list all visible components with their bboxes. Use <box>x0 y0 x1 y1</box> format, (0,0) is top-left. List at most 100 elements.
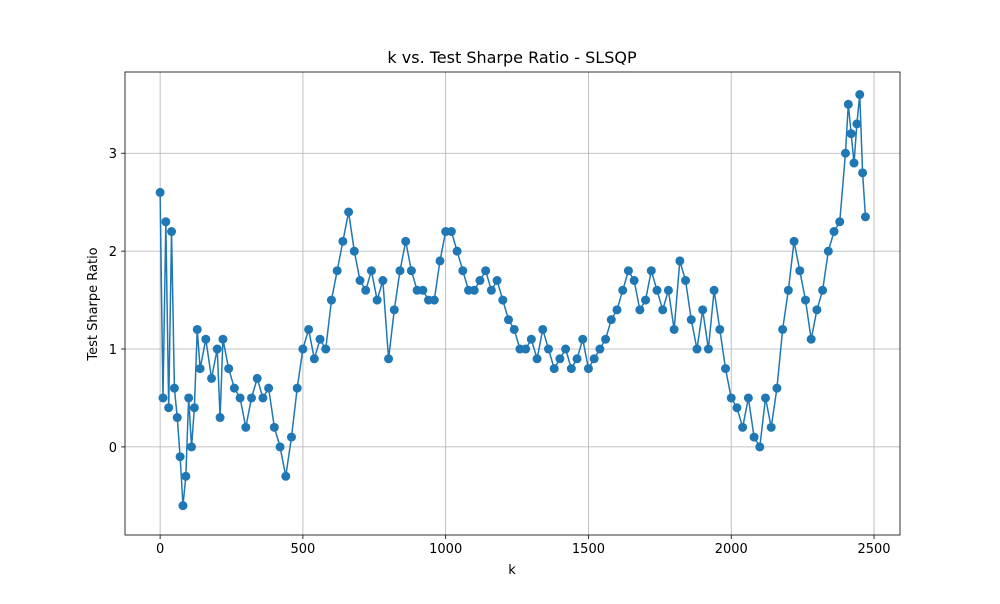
data-point <box>641 295 651 305</box>
data-point <box>218 334 228 344</box>
data-point <box>418 285 428 295</box>
data-point <box>332 266 342 276</box>
data-point <box>743 393 753 403</box>
chart-title: k vs. Test Sharpe Ratio - SLSQP <box>387 48 637 67</box>
data-point <box>184 393 194 403</box>
data-point <box>366 266 376 276</box>
data-point <box>681 275 691 285</box>
data-point <box>860 212 870 222</box>
data-point <box>686 315 696 325</box>
data-point <box>406 266 416 276</box>
data-point <box>304 324 314 334</box>
data-point <box>344 207 354 217</box>
data-point <box>161 217 171 227</box>
data-point <box>355 275 365 285</box>
plot-frame <box>124 71 901 536</box>
data-point <box>663 285 673 295</box>
data-point <box>192 324 202 334</box>
data-point <box>446 227 456 237</box>
data-point <box>349 246 359 256</box>
data-point <box>823 246 833 256</box>
y-axis-label: Test Sharpe Ratio <box>86 247 101 361</box>
x-tick-label: 0 <box>156 542 164 557</box>
data-point <box>843 99 853 109</box>
data-point <box>469 285 479 295</box>
data-point <box>229 383 239 393</box>
data-point <box>481 266 491 276</box>
data-point <box>589 354 599 364</box>
data-point <box>675 256 685 266</box>
data-point <box>224 364 234 374</box>
data-point <box>252 373 262 383</box>
data-line <box>159 94 867 506</box>
data-point <box>812 305 822 315</box>
data-point <box>783 285 793 295</box>
y-tick-label: 3 <box>109 147 117 162</box>
data-point <box>189 403 199 413</box>
data-point <box>583 364 593 374</box>
data-point <box>207 373 217 383</box>
data-point <box>264 383 274 393</box>
data-point <box>715 324 725 334</box>
data-point <box>181 471 191 481</box>
data-point <box>389 305 399 315</box>
x-tick-label: 2000 <box>715 542 748 557</box>
data-point <box>178 501 188 511</box>
data-point <box>326 295 336 305</box>
data-point <box>175 452 185 462</box>
data-point <box>800 295 810 305</box>
data-point <box>561 344 571 354</box>
data-point <box>298 344 308 354</box>
data-point <box>709 285 719 295</box>
data-point <box>692 344 702 354</box>
data-point <box>475 275 485 285</box>
data-point <box>635 305 645 315</box>
data-point <box>618 285 628 295</box>
x-tick-label: 1000 <box>429 542 462 557</box>
data-point <box>215 413 225 423</box>
data-point <box>286 432 296 442</box>
y-tick-label: 0 <box>109 441 117 456</box>
data-point <box>372 295 382 305</box>
data-point <box>755 442 765 452</box>
data-point <box>789 236 799 246</box>
data-point <box>738 422 748 432</box>
data-point <box>384 354 394 364</box>
data-point <box>172 413 182 423</box>
data-point <box>509 324 519 334</box>
data-point <box>732 403 742 413</box>
data-point <box>658 305 668 315</box>
data-point <box>578 334 588 344</box>
x-tick-label: 1500 <box>572 542 605 557</box>
data-point <box>164 403 174 413</box>
data-point <box>321 344 331 354</box>
data-point <box>703 344 713 354</box>
data-point <box>646 266 656 276</box>
data-point <box>361 285 371 295</box>
data-point <box>818 285 828 295</box>
data-point <box>766 422 776 432</box>
data-point <box>761 393 771 403</box>
data-point <box>612 305 622 315</box>
data-point <box>235 393 245 403</box>
data-point <box>338 236 348 246</box>
data-point <box>504 315 514 325</box>
data-point <box>721 364 731 374</box>
data-point <box>840 148 850 158</box>
data-point <box>572 354 582 364</box>
data-point <box>195 364 205 374</box>
data-point <box>595 344 605 354</box>
data-point <box>778 324 788 334</box>
data-point <box>212 344 222 354</box>
data-point <box>315 334 325 344</box>
y-tick-label: 1 <box>109 343 117 358</box>
data-point <box>858 168 868 178</box>
data-point <box>498 295 508 305</box>
data-point <box>241 422 251 432</box>
data-point <box>532 354 542 364</box>
data-point <box>829 227 839 237</box>
data-point <box>772 383 782 393</box>
data-point <box>669 324 679 334</box>
